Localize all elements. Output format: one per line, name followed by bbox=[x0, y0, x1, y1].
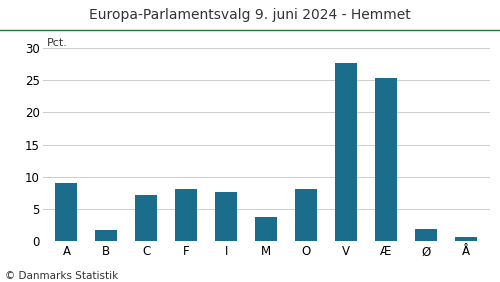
Bar bbox=[56, 183, 78, 241]
Text: Pct.: Pct. bbox=[46, 38, 68, 49]
Bar bbox=[375, 78, 397, 241]
Bar bbox=[96, 230, 118, 241]
Bar bbox=[335, 63, 357, 241]
Bar bbox=[455, 237, 477, 241]
Bar bbox=[176, 189, 198, 241]
Bar bbox=[136, 195, 158, 241]
Bar bbox=[216, 191, 238, 241]
Text: Europa-Parlamentsvalg 9. juni 2024 - Hemmet: Europa-Parlamentsvalg 9. juni 2024 - Hem… bbox=[89, 8, 411, 23]
Text: © Danmarks Statistik: © Danmarks Statistik bbox=[5, 271, 118, 281]
Bar bbox=[415, 229, 437, 241]
Bar bbox=[256, 217, 277, 241]
Bar bbox=[295, 189, 317, 241]
